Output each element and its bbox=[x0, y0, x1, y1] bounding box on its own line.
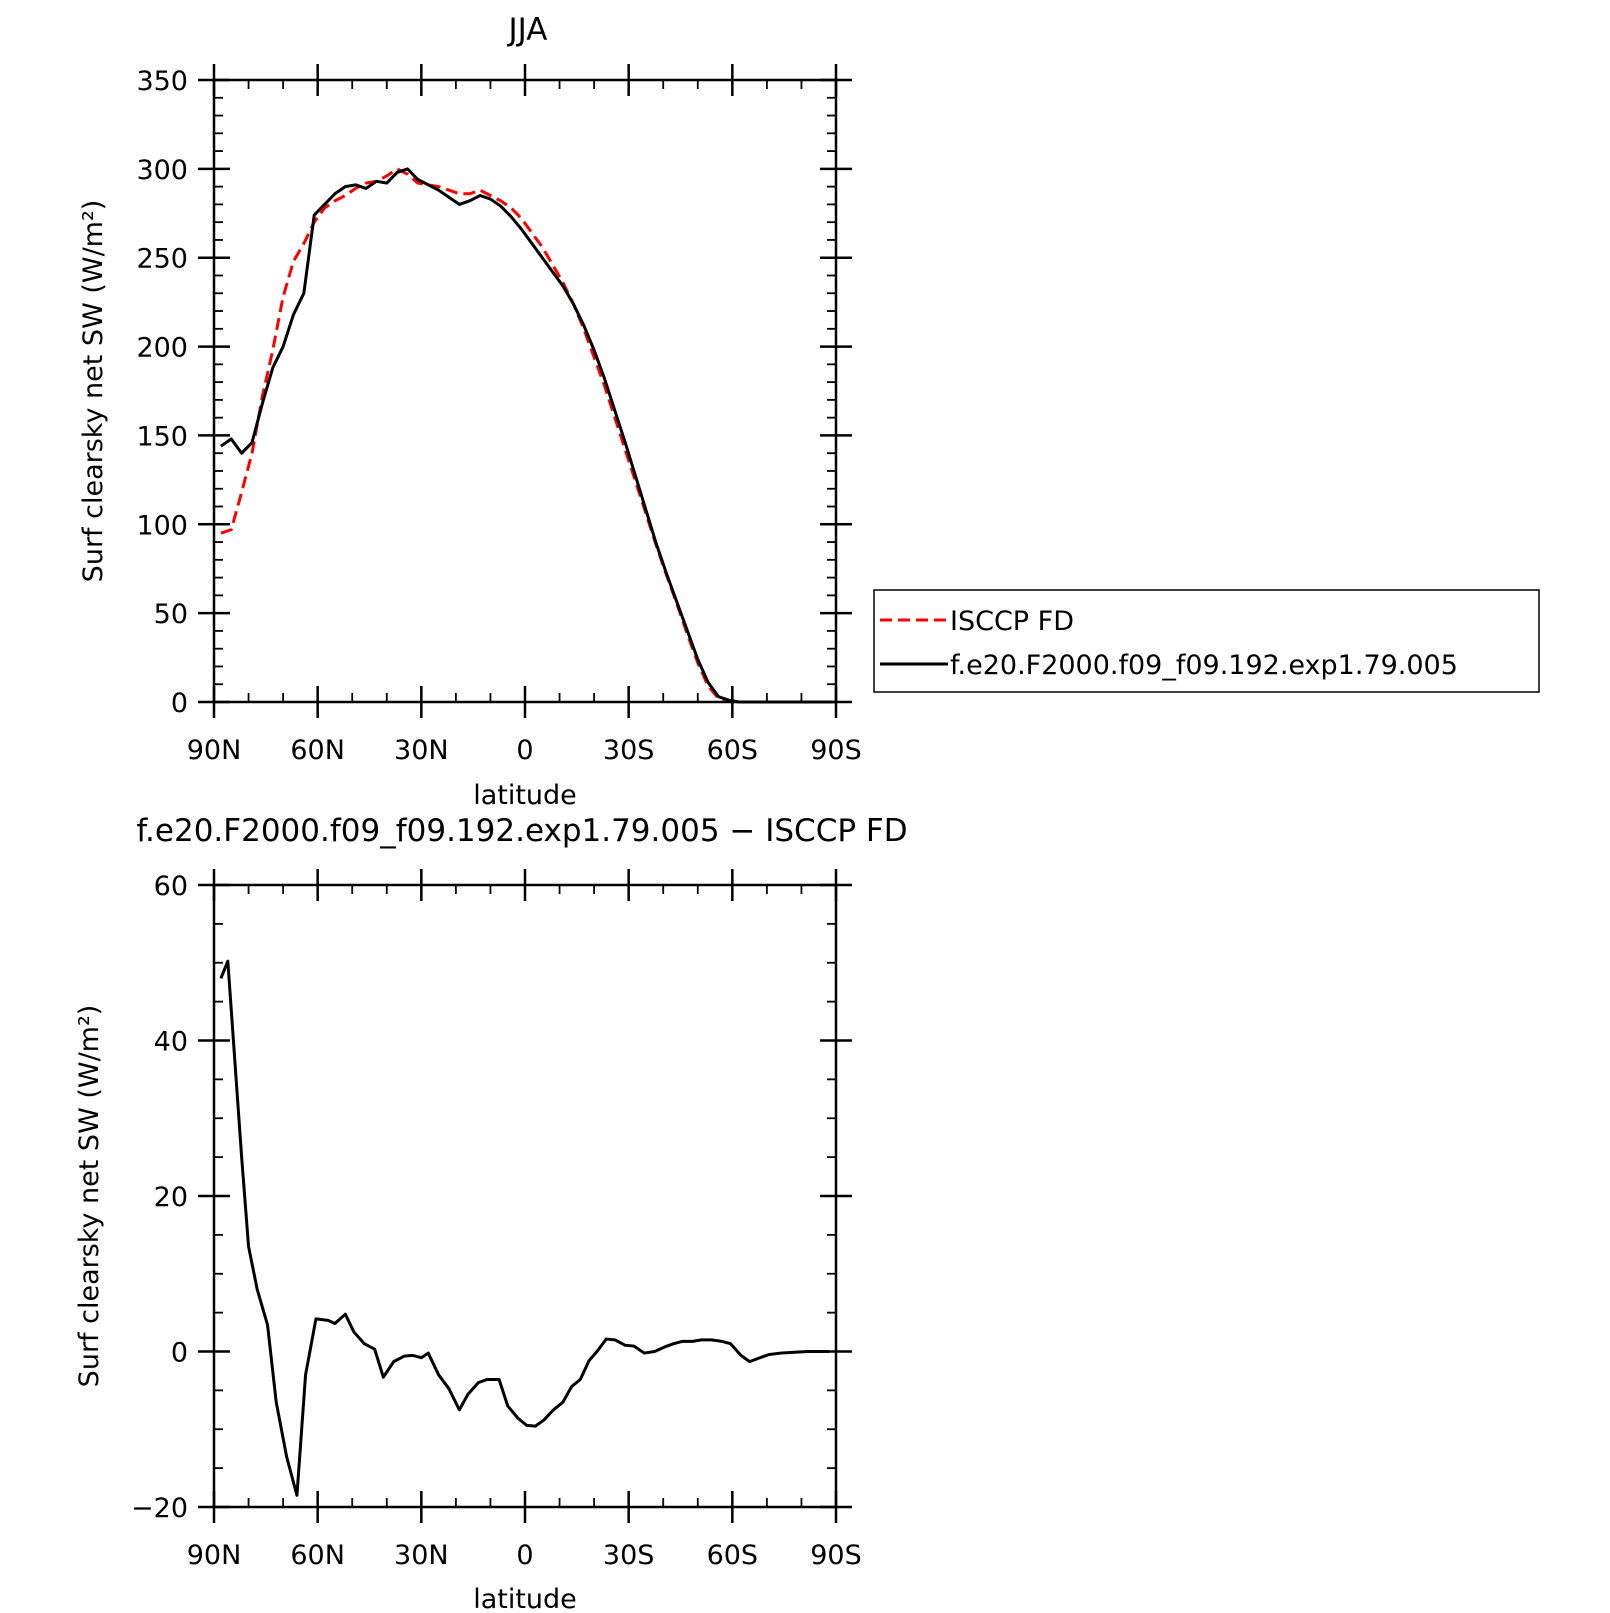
legend: ISCCP FD f.e20.F2000.f09_f09.192.exp1.79… bbox=[873, 589, 1540, 693]
y-tick-label: 60 bbox=[154, 871, 188, 902]
y-tick-labels: 0 50 100 150 200 250 300 350 bbox=[136, 66, 188, 719]
x-axis-label: latitude bbox=[473, 1584, 577, 1613]
series-line-1 bbox=[220, 167, 833, 704]
y-tick-label: 250 bbox=[136, 244, 188, 275]
chart-title: JJA bbox=[507, 12, 548, 48]
legend-box bbox=[873, 589, 1540, 693]
y-tick-label: 50 bbox=[154, 599, 188, 630]
x-tick-label: 30S bbox=[603, 1540, 655, 1571]
y-tick-labels: −20 0 20 40 60 bbox=[131, 871, 188, 1524]
x-tick-label: 30N bbox=[394, 735, 449, 766]
x-tick-label: 30N bbox=[394, 1540, 449, 1571]
x-tick-labels: 90N 60N 30N 0 30S 60S 90S bbox=[187, 1540, 862, 1571]
y-tick-label: 0 bbox=[171, 688, 188, 719]
x-tick-label: 60S bbox=[707, 1540, 759, 1571]
y-tick-label: 40 bbox=[154, 1027, 188, 1058]
x-tick-label: 90N bbox=[187, 1540, 242, 1571]
chart-title: f.e20.F2000.f09_f09.192.exp1.79.005 − IS… bbox=[136, 813, 907, 849]
y-axis-label: Surf clearsky net SW (W/m²) bbox=[74, 1005, 105, 1388]
series-line-0 bbox=[220, 167, 833, 704]
series-layer bbox=[220, 167, 833, 704]
x-axis-label: latitude bbox=[473, 780, 577, 811]
x-tick-label: 90S bbox=[810, 1540, 862, 1571]
x-tick-label: 60N bbox=[290, 1540, 345, 1571]
chart-top: JJA 0 50 100 150 200 250 300 350 90N 60N 30N 0 30S 6… bbox=[78, 12, 1540, 811]
x-tick-label: 90N bbox=[187, 735, 242, 766]
y-axis-label: Surf clearsky net SW (W/m²) bbox=[78, 200, 109, 583]
y-tick-label: 200 bbox=[136, 333, 188, 364]
legend-label-model: f.e20.F2000.f09_f09.192.exp1.79.005 bbox=[950, 650, 1458, 681]
y-tick-label: 20 bbox=[154, 1182, 188, 1213]
legend-label-isccp: ISCCP FD bbox=[950, 606, 1074, 637]
x-tick-label: 0 bbox=[516, 1540, 533, 1571]
chart-bottom: f.e20.F2000.f09_f09.192.exp1.79.005 − IS… bbox=[74, 813, 908, 1613]
x-tick-label: 90S bbox=[810, 735, 862, 766]
plot-frame bbox=[212, 883, 838, 1509]
y-tick-label: 350 bbox=[136, 66, 188, 97]
x-tick-label: 30S bbox=[603, 735, 655, 766]
x-tick-labels: 90N 60N 30N 0 30S 60S 90S bbox=[187, 735, 862, 766]
x-tick-label: 0 bbox=[516, 735, 533, 766]
tick-marks bbox=[198, 64, 852, 718]
x-tick-label: 60N bbox=[290, 735, 345, 766]
plot-frame bbox=[212, 78, 838, 704]
series-layer bbox=[219, 959, 830, 1497]
series-line-0 bbox=[219, 959, 830, 1497]
y-tick-label: 300 bbox=[136, 155, 188, 186]
x-tick-label: 60S bbox=[707, 735, 759, 766]
y-tick-label: −20 bbox=[131, 1493, 188, 1524]
y-tick-label: 100 bbox=[136, 510, 188, 541]
y-tick-label: 0 bbox=[171, 1338, 188, 1369]
y-tick-label: 150 bbox=[136, 421, 188, 452]
